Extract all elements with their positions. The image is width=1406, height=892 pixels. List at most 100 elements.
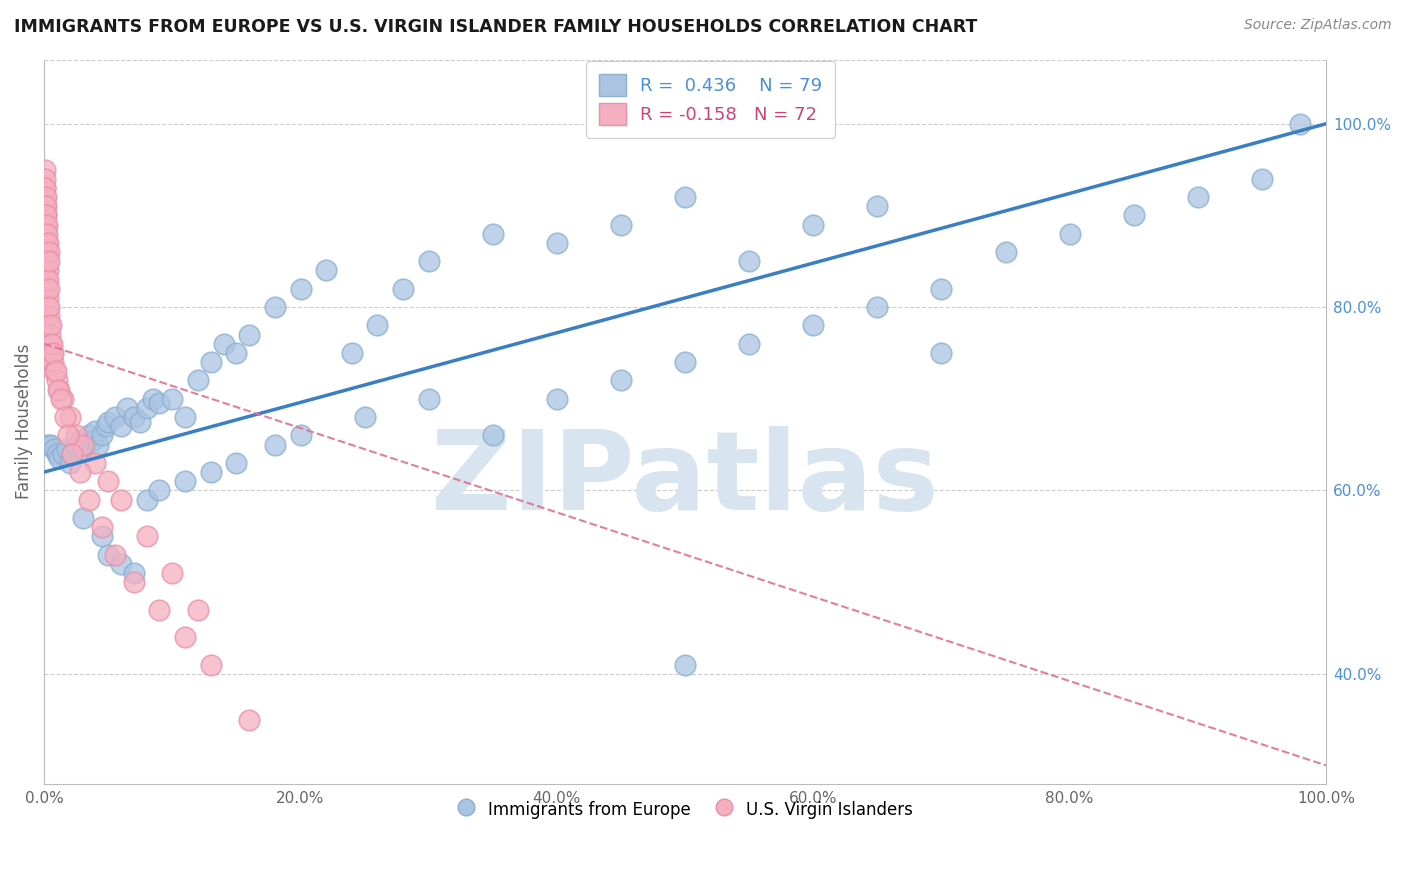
Point (110, 492, 132, 507)
Point (58, 428, 80, 442)
Point (69, 465, 91, 479)
Point (546, 392, 568, 406)
Point (34, 235, 56, 250)
Point (546, 235, 568, 250)
Point (42, 355, 65, 369)
Point (39, 437, 62, 451)
Point (148, 483, 170, 498)
Point (481, 428, 503, 442)
Point (290, 428, 312, 442)
Point (94, 419, 117, 434)
Point (72, 437, 94, 451)
Point (77, 428, 100, 442)
Point (97, 475, 120, 489)
Point (187, 602, 209, 616)
Point (35, 272, 58, 286)
Point (34, 181, 56, 195)
Point (315, 263, 337, 277)
Point (37, 235, 59, 250)
Point (200, 355, 222, 369)
Point (1187, 190, 1209, 204)
Point (122, 410, 145, 425)
Point (35, 209, 58, 223)
Point (187, 373, 209, 387)
Point (1289, 117, 1312, 131)
Point (34, 181, 56, 195)
Point (110, 557, 132, 571)
Point (90, 428, 112, 442)
Point (90, 529, 112, 543)
Point (1059, 227, 1081, 241)
Point (39, 318, 62, 333)
Point (45, 373, 67, 387)
Point (37, 254, 59, 268)
Point (35, 227, 58, 241)
Point (37, 300, 59, 314)
Point (225, 346, 247, 360)
Point (738, 336, 761, 351)
Point (34, 227, 56, 241)
Point (673, 355, 696, 369)
Point (135, 492, 157, 507)
Point (82, 433, 104, 447)
Point (72, 442, 94, 457)
Point (69, 433, 91, 447)
Legend: Immigrants from Europe, U.S. Virgin Islanders: Immigrants from Europe, U.S. Virgin Isla… (451, 792, 920, 826)
Point (225, 456, 247, 470)
Point (46, 383, 69, 397)
Point (340, 346, 363, 360)
Point (801, 218, 824, 232)
Point (38, 300, 60, 314)
Point (41, 346, 63, 360)
Point (56, 442, 79, 457)
Point (353, 410, 375, 425)
Point (238, 713, 260, 727)
Point (34, 209, 56, 223)
Point (35, 263, 58, 277)
Text: ZIPatlas: ZIPatlas (432, 426, 939, 533)
Point (931, 282, 953, 296)
Point (148, 602, 170, 616)
Point (104, 548, 127, 562)
Point (60, 447, 83, 461)
Point (366, 318, 388, 333)
Point (162, 392, 184, 406)
Point (90, 520, 112, 534)
Point (59, 410, 82, 425)
Point (481, 227, 503, 241)
Point (38, 282, 60, 296)
Text: IMMIGRANTS FROM EUROPE VS U.S. VIRGIN ISLANDER FAMILY HOUSEHOLDS CORRELATION CHA: IMMIGRANTS FROM EUROPE VS U.S. VIRGIN IS… (14, 18, 977, 36)
Point (673, 657, 696, 672)
Point (738, 254, 761, 268)
Point (34, 171, 56, 186)
Point (35, 199, 58, 213)
Point (610, 218, 633, 232)
Point (37, 282, 59, 296)
Point (53, 410, 76, 425)
Point (801, 318, 824, 333)
Point (42, 346, 65, 360)
Point (77, 492, 100, 507)
Point (35, 209, 58, 223)
Point (34, 162, 56, 177)
Point (135, 529, 157, 543)
Point (35, 254, 58, 268)
Point (38, 245, 60, 260)
Point (97, 415, 120, 429)
Point (38, 310, 60, 324)
Point (37, 291, 59, 305)
Point (84, 424, 107, 438)
Point (65, 437, 87, 451)
Point (65, 428, 87, 442)
Point (129, 415, 152, 429)
Point (34, 199, 56, 213)
Point (35, 218, 58, 232)
Point (392, 282, 415, 296)
Point (174, 630, 197, 644)
Point (72, 511, 94, 525)
Point (117, 401, 139, 415)
Point (60, 447, 83, 461)
Point (37, 227, 59, 241)
Text: Source: ZipAtlas.com: Source: ZipAtlas.com (1244, 18, 1392, 32)
Point (37, 272, 59, 286)
